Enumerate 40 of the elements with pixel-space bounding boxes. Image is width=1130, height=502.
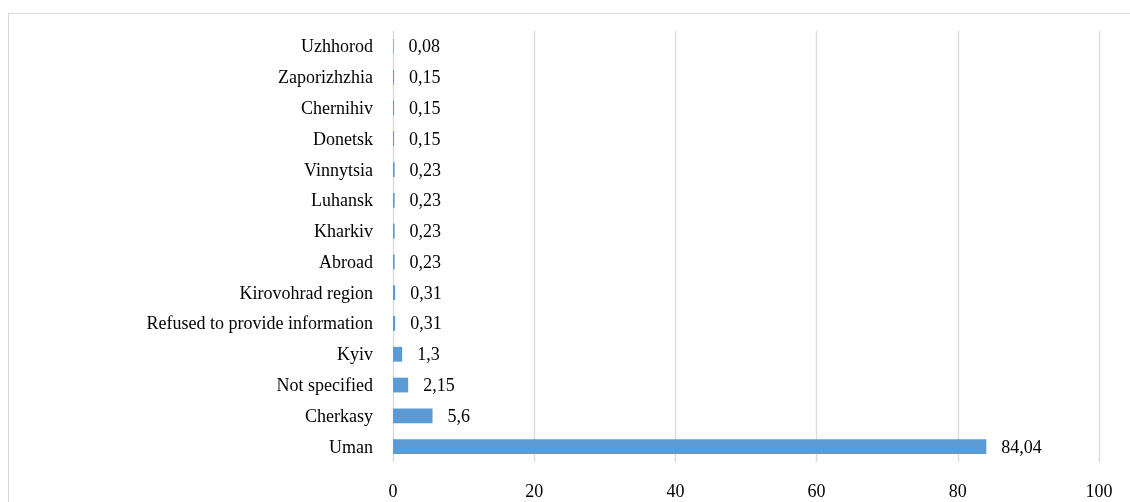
y-tick-label: Vinnytsia xyxy=(304,159,373,180)
bar xyxy=(393,316,396,331)
bar xyxy=(393,346,403,362)
x-tick-label: 100 xyxy=(1085,481,1113,501)
data-label: 0,31 xyxy=(410,282,442,303)
data-label: 5,6 xyxy=(447,405,471,426)
x-tick-label: 0 xyxy=(388,481,398,501)
data-label: 2,15 xyxy=(423,375,455,396)
x-tick-label: 40 xyxy=(666,481,685,501)
y-tick-label: Luhansk xyxy=(311,190,373,211)
bar xyxy=(393,377,409,393)
y-tick-label: Not specified xyxy=(276,375,373,396)
x-tick-label: 80 xyxy=(948,481,967,501)
y-tick-label: Uzhhorod xyxy=(301,36,373,57)
data-label: 0,23 xyxy=(409,251,442,272)
data-label: 0,31 xyxy=(410,313,442,334)
bar xyxy=(393,439,987,454)
bar xyxy=(393,285,396,301)
x-tick-label: 20 xyxy=(525,481,544,501)
data-label: 84,04 xyxy=(1001,436,1042,457)
y-tick-label: Kharkiv xyxy=(314,221,373,242)
y-tick-label: Cherkasy xyxy=(305,405,373,426)
y-tick-label: Abroad xyxy=(319,251,373,272)
data-label: 0,08 xyxy=(408,36,441,57)
data-label: 0,23 xyxy=(409,159,442,180)
y-tick-label: Uman xyxy=(329,436,373,457)
y-tick-label: Donetsk xyxy=(313,128,373,149)
y-tick-label: Zaporizhzhia xyxy=(278,67,374,88)
bar xyxy=(393,408,433,424)
y-tick-label: Refused to provide information xyxy=(146,313,373,334)
y-tick-label: Kirovohrad region xyxy=(239,282,373,303)
data-label: 0,15 xyxy=(409,128,441,149)
x-tick-label: 60 xyxy=(807,481,826,501)
y-tick-label: Chernihiv xyxy=(301,97,373,118)
data-label: 0,23 xyxy=(409,190,442,211)
data-label: 1,3 xyxy=(417,344,440,365)
data-label: 0,15 xyxy=(409,97,441,118)
y-tick-label: Kyiv xyxy=(337,344,373,365)
data-label: 0,23 xyxy=(409,221,442,242)
data-label: 0,15 xyxy=(409,67,441,88)
